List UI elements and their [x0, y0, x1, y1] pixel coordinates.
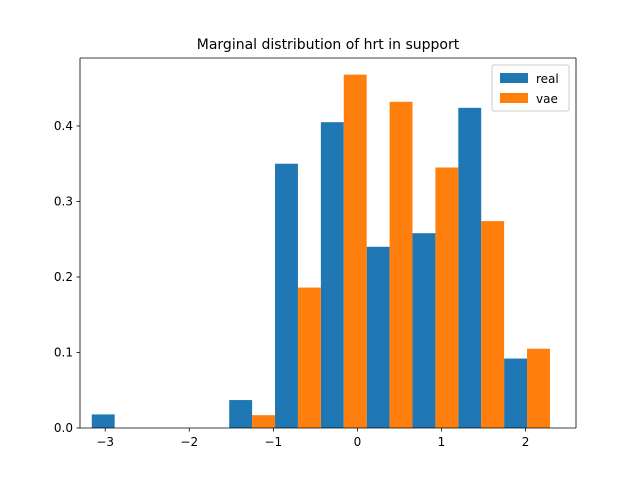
legend-swatch-vae	[500, 93, 528, 103]
y-tick-label: 0.4	[54, 119, 73, 133]
bar-real-4	[275, 163, 298, 428]
bar-vae-3	[252, 415, 276, 428]
bar-vae-9	[527, 348, 550, 428]
legend-label-real: real	[536, 72, 559, 86]
bar-real-3	[229, 400, 253, 428]
bars-group	[91, 74, 550, 429]
x-tick-label: −1	[265, 435, 283, 449]
y-tick-label: 0.2	[54, 270, 73, 284]
bar-vae-6	[389, 101, 413, 428]
axes-group: −3 −2 −1 0 1 2 0.0 0.1 0.2 0.3 0.4	[54, 57, 577, 449]
bar-real-5	[320, 122, 344, 429]
x-tick-label: 1	[438, 435, 446, 449]
legend-swatch-real	[500, 73, 528, 83]
bar-vae-4	[297, 287, 321, 428]
bar-vae-8	[481, 221, 505, 428]
bar-real-6	[366, 246, 390, 428]
bar-vae-5	[343, 74, 367, 428]
bar-real-9	[504, 358, 528, 428]
y-tick-label: 0.0	[54, 421, 73, 435]
bar-real-8	[458, 107, 482, 428]
x-tick-label: −3	[96, 435, 114, 449]
x-tick-label: −2	[180, 435, 198, 449]
bar-real-0	[91, 414, 115, 428]
legend-label-vae: vae	[536, 92, 558, 106]
x-tick-label: 0	[354, 435, 362, 449]
y-tick-label: 0.3	[54, 194, 73, 208]
bar-real-7	[412, 233, 436, 428]
chart-title: Marginal distribution of hrt in support	[197, 37, 460, 53]
x-tick-label: 2	[522, 435, 530, 449]
bar-vae-7	[435, 167, 459, 428]
legend: real vae	[491, 64, 570, 112]
y-tick-label: 0.1	[54, 345, 73, 359]
